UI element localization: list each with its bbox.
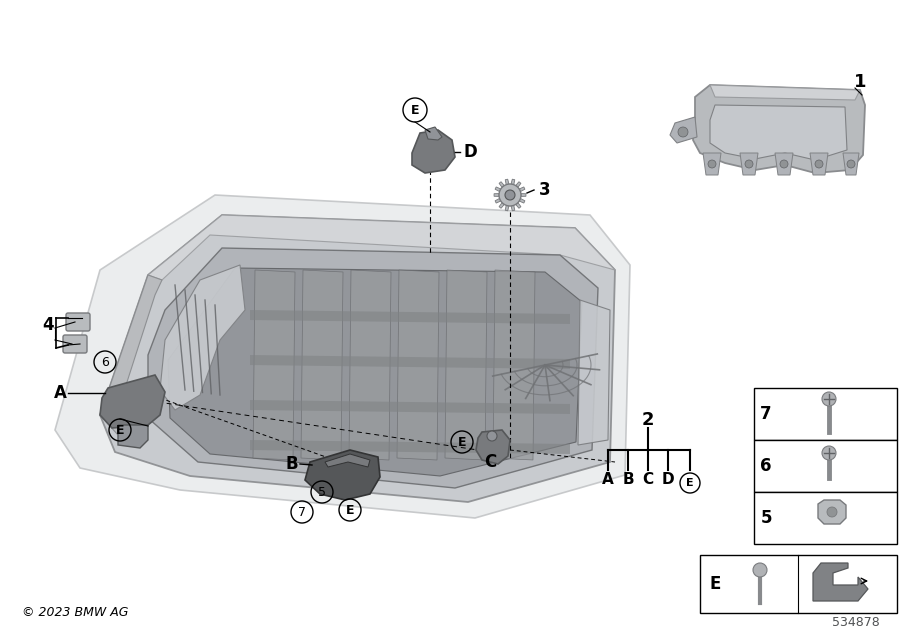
Text: 4: 4 bbox=[42, 316, 54, 334]
Polygon shape bbox=[250, 440, 570, 454]
Circle shape bbox=[815, 160, 823, 168]
Circle shape bbox=[780, 160, 788, 168]
FancyBboxPatch shape bbox=[66, 313, 90, 331]
Text: © 2023 BMW AG: © 2023 BMW AG bbox=[22, 605, 129, 619]
Polygon shape bbox=[301, 270, 343, 460]
Polygon shape bbox=[55, 195, 630, 518]
Circle shape bbox=[745, 160, 753, 168]
Polygon shape bbox=[818, 500, 846, 524]
Text: A: A bbox=[602, 472, 614, 488]
Polygon shape bbox=[519, 187, 525, 192]
Text: D: D bbox=[464, 143, 477, 161]
FancyBboxPatch shape bbox=[700, 555, 897, 613]
Polygon shape bbox=[148, 215, 615, 280]
Text: B: B bbox=[622, 472, 634, 488]
Text: 7: 7 bbox=[298, 505, 306, 518]
Text: B: B bbox=[285, 455, 298, 473]
Polygon shape bbox=[740, 153, 758, 175]
Polygon shape bbox=[505, 205, 509, 211]
Text: E: E bbox=[410, 103, 419, 117]
Polygon shape bbox=[703, 153, 721, 175]
Text: 5: 5 bbox=[318, 486, 326, 498]
FancyBboxPatch shape bbox=[63, 335, 87, 353]
Polygon shape bbox=[511, 179, 515, 185]
Polygon shape bbox=[397, 270, 439, 460]
Circle shape bbox=[505, 190, 515, 200]
Text: D: D bbox=[662, 472, 674, 488]
Circle shape bbox=[822, 446, 836, 460]
Text: E: E bbox=[686, 478, 694, 488]
Text: 2: 2 bbox=[642, 411, 654, 429]
Polygon shape bbox=[250, 310, 570, 324]
Polygon shape bbox=[500, 181, 504, 187]
Polygon shape bbox=[445, 270, 487, 460]
Polygon shape bbox=[253, 270, 295, 460]
Polygon shape bbox=[100, 375, 165, 428]
FancyBboxPatch shape bbox=[754, 440, 897, 492]
Circle shape bbox=[708, 160, 716, 168]
Text: A: A bbox=[54, 384, 67, 402]
Polygon shape bbox=[100, 275, 162, 435]
Polygon shape bbox=[710, 85, 860, 100]
Polygon shape bbox=[775, 153, 793, 175]
Polygon shape bbox=[425, 127, 442, 140]
Text: E: E bbox=[346, 503, 355, 517]
Polygon shape bbox=[578, 300, 610, 445]
Polygon shape bbox=[516, 181, 521, 187]
Polygon shape bbox=[519, 198, 525, 203]
Polygon shape bbox=[493, 270, 535, 460]
Circle shape bbox=[847, 160, 855, 168]
Text: 6: 6 bbox=[101, 355, 109, 369]
Circle shape bbox=[753, 563, 767, 577]
Polygon shape bbox=[495, 198, 500, 203]
Polygon shape bbox=[325, 454, 370, 467]
Text: 534878: 534878 bbox=[832, 616, 880, 629]
FancyBboxPatch shape bbox=[754, 492, 897, 544]
Text: C: C bbox=[643, 472, 653, 488]
Polygon shape bbox=[495, 187, 500, 192]
Polygon shape bbox=[810, 153, 828, 175]
Polygon shape bbox=[813, 563, 868, 601]
Polygon shape bbox=[511, 205, 515, 211]
Text: E: E bbox=[709, 575, 721, 593]
Polygon shape bbox=[148, 248, 598, 488]
Text: E: E bbox=[458, 435, 466, 449]
Text: E: E bbox=[116, 423, 124, 437]
Polygon shape bbox=[160, 265, 245, 410]
Text: 6: 6 bbox=[760, 457, 772, 475]
Polygon shape bbox=[843, 153, 859, 175]
Circle shape bbox=[499, 184, 521, 206]
Circle shape bbox=[487, 431, 497, 441]
Polygon shape bbox=[412, 130, 455, 173]
Polygon shape bbox=[710, 105, 847, 160]
Polygon shape bbox=[521, 193, 526, 197]
Polygon shape bbox=[693, 85, 865, 173]
Polygon shape bbox=[250, 400, 570, 414]
Text: 7: 7 bbox=[760, 405, 772, 423]
Circle shape bbox=[822, 392, 836, 406]
Text: C: C bbox=[484, 453, 496, 471]
Circle shape bbox=[678, 127, 688, 137]
Text: 5: 5 bbox=[760, 509, 772, 527]
Polygon shape bbox=[118, 425, 148, 448]
Polygon shape bbox=[670, 117, 697, 143]
FancyBboxPatch shape bbox=[754, 388, 897, 440]
Polygon shape bbox=[168, 268, 582, 476]
Polygon shape bbox=[476, 430, 510, 464]
Polygon shape bbox=[305, 450, 380, 500]
Polygon shape bbox=[494, 193, 500, 197]
Polygon shape bbox=[516, 203, 521, 209]
Polygon shape bbox=[505, 179, 509, 185]
Text: 1: 1 bbox=[854, 73, 866, 91]
Text: 3: 3 bbox=[539, 181, 551, 199]
Polygon shape bbox=[100, 215, 615, 502]
Polygon shape bbox=[349, 270, 391, 460]
Polygon shape bbox=[500, 203, 504, 209]
Circle shape bbox=[827, 507, 837, 517]
Polygon shape bbox=[250, 355, 570, 369]
